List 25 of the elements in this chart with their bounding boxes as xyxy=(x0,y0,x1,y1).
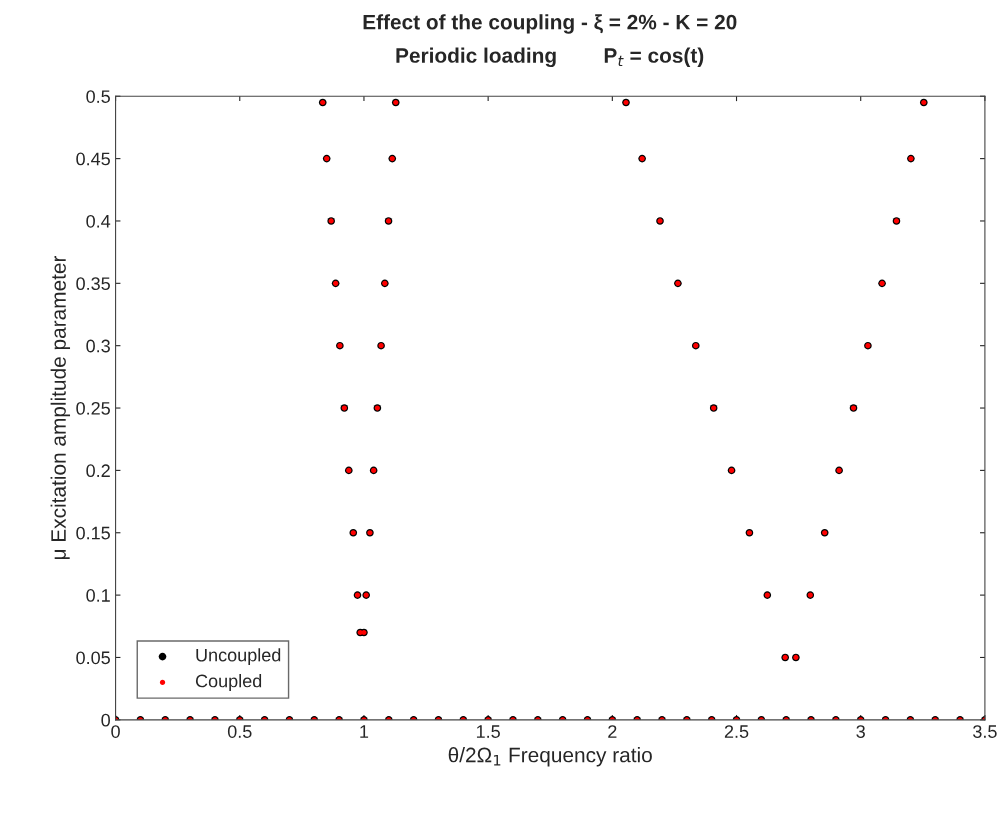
y-tick-label: 0.5 xyxy=(86,90,110,103)
x-tick-label: 3 xyxy=(856,725,865,738)
legend-label: Uncoupled xyxy=(196,648,281,666)
x-tick-label: 2.5 xyxy=(724,725,749,738)
chart-title: Effect of the coupling - ξ = 2% - K = 20 xyxy=(363,14,737,34)
y-axis-title: μ Excitation amplitude parameter xyxy=(50,255,71,560)
y-tick-label: 0.45 xyxy=(76,152,110,166)
y-tick-label: 0.25 xyxy=(76,401,110,415)
x-tick-label: 1 xyxy=(360,725,369,738)
y-tick-label: 0.4 xyxy=(86,214,111,228)
x-tick-label: 0.5 xyxy=(227,725,252,738)
chart-subtitle: Periodic loading P$_{t}$ = cos(t) xyxy=(396,47,704,68)
y-tick-label: 0 xyxy=(101,713,111,727)
x-tick-label: 2 xyxy=(608,725,617,738)
y-tick-label: 0.2 xyxy=(86,464,110,478)
y-tick-label: 0.1 xyxy=(86,589,110,602)
y-tick-label: 0.35 xyxy=(76,277,110,291)
x-tick-label: 0 xyxy=(111,725,120,738)
y-tick-label: 0.05 xyxy=(76,651,110,665)
x-tick-label: 1.5 xyxy=(476,725,500,738)
x-axis-title: θ/2Ω$_{1}$ Frequency ratio xyxy=(448,747,652,767)
y-tick-label: 0.15 xyxy=(76,526,110,540)
x-tick-label: 3.5 xyxy=(973,725,997,738)
legend-label: Coupled xyxy=(195,674,262,691)
y-tick-label: 0.3 xyxy=(86,339,110,353)
